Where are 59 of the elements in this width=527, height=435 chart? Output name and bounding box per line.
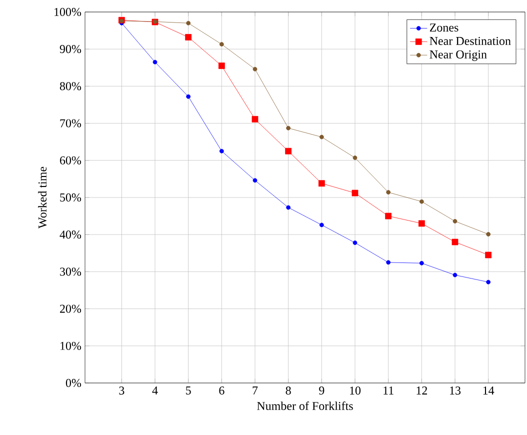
x-tick-label: 4 — [152, 386, 158, 394]
point — [252, 66, 258, 72]
y-tick-label: 40% — [60, 230, 82, 239]
point — [418, 220, 425, 227]
point — [419, 199, 424, 204]
y-tick-label: 80% — [60, 82, 82, 90]
x-tick-label: 11 — [384, 386, 394, 394]
point — [352, 240, 358, 245]
point — [352, 190, 358, 196]
point — [419, 260, 424, 266]
legend-label: Zones — [430, 24, 458, 32]
point — [486, 232, 491, 236]
point — [319, 222, 324, 228]
point — [386, 190, 391, 194]
point — [152, 60, 158, 64]
point — [252, 116, 258, 122]
point — [486, 280, 491, 284]
y-axis-title: Worked time — [38, 166, 47, 228]
x-tick-label: 8 — [286, 386, 291, 395]
point — [285, 148, 292, 154]
point — [286, 126, 291, 130]
y-tick-label: 100% — [54, 8, 82, 16]
x-tick-label: 12 — [416, 386, 427, 394]
x-tick-label: 7 — [252, 386, 258, 394]
point — [218, 62, 225, 69]
y-tick-label: 90% — [60, 45, 82, 54]
y-tick-label: 10% — [60, 342, 82, 350]
point — [219, 42, 224, 46]
x-tick-label: 9 — [319, 386, 324, 395]
point — [452, 219, 458, 224]
point — [186, 20, 191, 26]
y-tick-label: 0% — [66, 378, 82, 388]
y-tick-label: 60% — [60, 156, 82, 164]
point — [452, 238, 458, 246]
point — [386, 260, 391, 265]
x-tick-label: 3 — [119, 386, 124, 395]
point — [452, 272, 458, 278]
point — [318, 180, 325, 187]
legend-label: Near Origin — [430, 50, 487, 61]
y-tick-label: 30% — [60, 268, 82, 276]
point — [319, 134, 324, 140]
point — [385, 212, 392, 220]
point — [252, 178, 258, 183]
x-tick-label: 13 — [450, 386, 461, 395]
x-tick-label: 5 — [186, 386, 191, 394]
point — [286, 205, 291, 210]
x-tick-label: 10 — [350, 386, 361, 395]
y-tick-label: 50% — [60, 193, 82, 202]
point — [219, 148, 224, 154]
x-axis-title: Number of Forklifts — [257, 401, 353, 410]
point — [185, 34, 192, 40]
y-tick-label: 70% — [60, 119, 82, 128]
point — [352, 156, 358, 160]
x-tick-label: 6 — [219, 386, 224, 395]
y-tick-label: 20% — [60, 304, 82, 313]
point — [485, 252, 492, 258]
legend-label: Near Destination — [430, 36, 511, 46]
point — [186, 94, 191, 99]
x-tick-label: 14 — [483, 386, 494, 394]
